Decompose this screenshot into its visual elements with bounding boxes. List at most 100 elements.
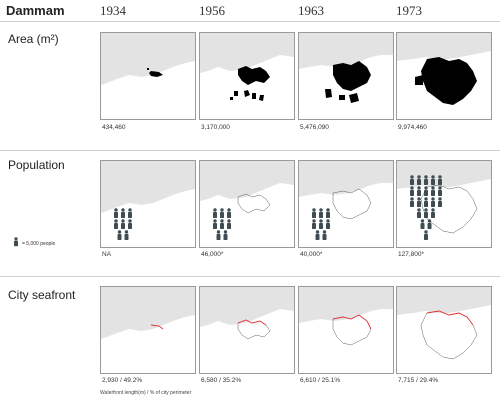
- seafront-line: [237, 319, 267, 326]
- area-value: 9,974,460: [398, 124, 427, 131]
- person-icon: [424, 208, 428, 218]
- person-icon: [417, 186, 421, 196]
- person-icon: [410, 186, 414, 196]
- map-panel-seafront-1973: [396, 286, 492, 374]
- person-icon: [410, 197, 414, 207]
- city-footprint: [325, 89, 332, 98]
- map-panel-area-1956: [199, 32, 295, 120]
- person-icon: [114, 208, 118, 218]
- divider: [0, 21, 500, 22]
- person-icon: [410, 175, 414, 185]
- population-icons: [312, 208, 330, 240]
- land-mass: [101, 287, 195, 339]
- land-mass: [200, 33, 294, 73]
- person-icon: [216, 230, 221, 240]
- map-panel-seafront-1963: [298, 286, 394, 374]
- population-icons: [213, 208, 231, 240]
- person-icon: [124, 230, 129, 240]
- city-outline: [237, 193, 271, 214]
- map-panel-area-1934: [100, 32, 196, 120]
- map-panel-population-1956: [199, 160, 295, 248]
- row-label-population: Population: [8, 158, 65, 172]
- year-header: 1973: [396, 3, 422, 18]
- person-icon: [326, 219, 330, 229]
- area-value: 3,170,000: [201, 124, 230, 131]
- person-icon: [312, 208, 316, 218]
- map-panel-population-1973: [396, 160, 492, 248]
- person-icon: [227, 219, 231, 229]
- year-header: 1934: [100, 3, 126, 18]
- person-icon: [424, 175, 428, 185]
- land-mass: [200, 161, 294, 201]
- city-footprint: [252, 93, 256, 99]
- person-icon: [117, 230, 122, 240]
- person-icon: [417, 175, 421, 185]
- seafront-line: [426, 310, 474, 326]
- person-icon: [424, 230, 428, 240]
- area-value: 5,476,090: [300, 124, 329, 131]
- land-mass: [299, 287, 393, 323]
- person-icon: [114, 219, 118, 229]
- population-value: NA: [102, 251, 112, 258]
- person-icon: [14, 237, 18, 247]
- population-value: 40,000*: [300, 251, 323, 258]
- person-icon: [427, 219, 432, 229]
- person-icon: [438, 186, 442, 196]
- person-icon: [213, 208, 217, 218]
- person-icon: [128, 208, 132, 218]
- land-mass: [101, 33, 195, 85]
- seafront-line: [150, 324, 164, 330]
- person-icon: [438, 175, 442, 185]
- city-footprint: [234, 91, 238, 96]
- person-icon: [223, 230, 228, 240]
- row-label-area: Area (m²): [8, 32, 59, 46]
- person-icon: [220, 219, 224, 229]
- city-footprint: [230, 97, 233, 100]
- person-icon: [424, 197, 428, 207]
- person-icon: [438, 197, 442, 207]
- seafront-value: 7,715 / 29.4%: [398, 377, 439, 384]
- city-footprint: [149, 71, 163, 77]
- map-panel-population-1934: [100, 160, 196, 248]
- seafront-footnote: Waterfront length(m) / % of city perimet…: [100, 390, 192, 396]
- divider: [0, 276, 500, 277]
- land-mass: [101, 161, 195, 213]
- seafront-line: [332, 314, 372, 330]
- city-footprint: [259, 95, 264, 101]
- city-outline: [420, 310, 478, 360]
- person-icon: [326, 208, 330, 218]
- land-mass: [200, 287, 294, 327]
- land-mass: [397, 287, 491, 315]
- person-icon: [213, 219, 217, 229]
- person-icon: [431, 175, 435, 185]
- person-icon: [431, 186, 435, 196]
- city-footprint: [339, 95, 345, 100]
- city-title: Dammam: [6, 3, 65, 18]
- person-icon: [227, 208, 231, 218]
- person-icon: [220, 208, 224, 218]
- person-icon: [424, 186, 428, 196]
- person-icon: [121, 208, 125, 218]
- population-legend: = 5,000 people: [22, 241, 56, 247]
- person-icon: [420, 219, 425, 229]
- person-icon: [431, 208, 435, 218]
- map-panel-seafront-1956: [199, 286, 295, 374]
- area-value: 434,460: [102, 124, 126, 131]
- population-value: 46,000*: [201, 251, 224, 258]
- population-icons: [410, 175, 442, 240]
- city-footprint: [421, 57, 477, 105]
- person-icon: [322, 230, 327, 240]
- city-footprint: [333, 61, 371, 91]
- seafront-value: 2,930 / 49.2%: [102, 377, 143, 384]
- person-icon: [417, 197, 421, 207]
- divider: [0, 150, 500, 151]
- person-icon: [319, 219, 323, 229]
- land-mass: [299, 33, 393, 69]
- year-header: 1956: [199, 3, 225, 18]
- city-footprint: [238, 66, 270, 85]
- land-mass: [397, 33, 491, 61]
- seafront-value: 6,580 / 35.2%: [201, 377, 242, 384]
- population-value: 127,800*: [398, 251, 425, 258]
- map-panel-seafront-1934: [100, 286, 196, 374]
- person-icon: [315, 230, 320, 240]
